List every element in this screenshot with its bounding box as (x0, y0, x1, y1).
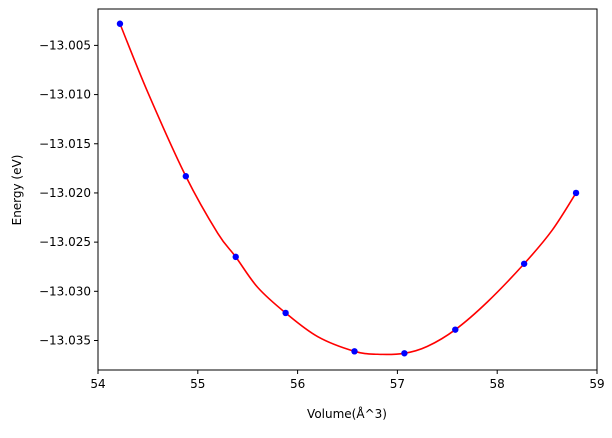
y-tick-label: −13.010 (39, 88, 91, 102)
data-point (452, 326, 459, 333)
axis-ticks: 54 55 56 57 58 59 −13.035 −13.030 −13.025 −13.020… (39, 38, 605, 391)
fit-curve (119, 23, 577, 356)
plot-area (116, 20, 580, 357)
y-tick-label: −13.030 (39, 284, 91, 298)
data-point (520, 260, 528, 267)
y-tick-label: −13.005 (39, 38, 91, 52)
y-tick-label: −13.035 (39, 333, 91, 347)
data-point (182, 173, 190, 180)
y-tick-label: −13.025 (39, 235, 91, 249)
x-tick-label: 58 (490, 377, 505, 391)
data-point (401, 350, 408, 357)
data-point (282, 309, 289, 317)
x-tick-label: 55 (190, 377, 205, 391)
data-point (351, 348, 358, 355)
x-axis-label: Volume(Å^3) (307, 406, 387, 421)
y-tick-label: −13.020 (39, 186, 91, 200)
x-tick-label: 59 (589, 377, 604, 391)
data-point (232, 253, 239, 261)
data-point (572, 189, 580, 197)
x-tick-label: 54 (90, 377, 105, 391)
y-axis-label: Energy (eV) (10, 155, 24, 226)
data-point (116, 20, 124, 27)
y-tick-label: −13.015 (39, 137, 91, 151)
axes-frame (97, 8, 598, 371)
x-tick-label: 57 (390, 377, 405, 391)
x-tick-label: 56 (290, 377, 305, 391)
